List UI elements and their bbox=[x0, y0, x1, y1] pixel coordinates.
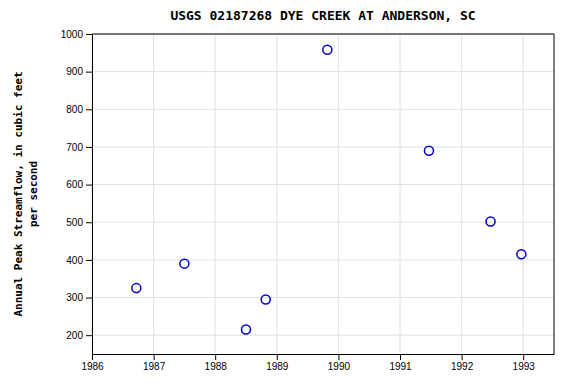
point bbox=[486, 217, 495, 226]
y-axis-tick: 800 bbox=[66, 104, 92, 115]
grid-line-x bbox=[92, 34, 93, 354]
x-axis-tick-mark bbox=[462, 354, 463, 360]
y-axis-tick: 400 bbox=[66, 255, 92, 266]
x-axis-tick-mark bbox=[92, 354, 93, 360]
x-axis-tick-mark bbox=[215, 354, 216, 360]
grid-line-x bbox=[215, 34, 216, 354]
x-axis-tick-label: 1989 bbox=[266, 361, 289, 372]
grid-line-y bbox=[92, 34, 554, 35]
x-axis-tick: 1990 bbox=[328, 354, 351, 372]
grid bbox=[92, 34, 554, 354]
x-axis-tick-label: 1992 bbox=[451, 361, 474, 372]
x-axis-tick-mark bbox=[523, 354, 524, 360]
grid-line-y bbox=[92, 146, 554, 147]
grid-line-y bbox=[92, 71, 554, 72]
x-axis-tick-label: 1986 bbox=[81, 361, 104, 372]
point bbox=[132, 284, 141, 293]
x-axis-tick: 1989 bbox=[266, 354, 289, 372]
grid-line-y bbox=[92, 109, 554, 110]
grid-line-x bbox=[461, 34, 462, 354]
y-axis-tick-mark bbox=[86, 109, 92, 110]
y-axis-tick-mark bbox=[86, 72, 92, 73]
y-axis-tick: 900 bbox=[66, 66, 92, 77]
x-axis-tick-label: 1987 bbox=[143, 361, 166, 372]
point bbox=[261, 295, 270, 304]
y-axis-tick-label: 900 bbox=[66, 66, 83, 77]
x-axis-tick: 1988 bbox=[205, 354, 228, 372]
y-axis-line bbox=[92, 35, 93, 355]
points bbox=[132, 45, 526, 334]
title: USGS 02187268 DYE CREEK AT ANDERSON, SC bbox=[170, 8, 475, 23]
y-axis-tick: 1000 bbox=[61, 29, 92, 40]
grid-line-x bbox=[276, 34, 277, 354]
x-axis-tick-label: 1988 bbox=[205, 361, 228, 372]
y-axis-tick-label: 700 bbox=[66, 142, 83, 153]
y-axis-tick-label: 800 bbox=[66, 104, 83, 115]
x-axis-tick-mark bbox=[154, 354, 155, 360]
y-axis-tick: 200 bbox=[66, 330, 92, 341]
y-axis-tick-mark bbox=[86, 222, 92, 223]
frame-top bbox=[92, 34, 554, 35]
x-axis-tick-mark bbox=[338, 354, 339, 360]
y-axis-tick-mark bbox=[86, 335, 92, 336]
grid-line-x bbox=[523, 34, 524, 354]
x-axis-tick: 1991 bbox=[389, 354, 412, 372]
x-axis: 1986 1987 1988 1989 1990 1991 1992 1993 bbox=[81, 354, 554, 372]
y-axis-tick-label: 300 bbox=[66, 292, 83, 303]
x-axis-tick: 1993 bbox=[513, 354, 536, 372]
grid-line-x bbox=[153, 34, 154, 354]
grid-line-y bbox=[92, 259, 554, 260]
frame-right bbox=[554, 34, 555, 354]
y-axis-title: Annual Peak Streamflow, in cubic feetper… bbox=[12, 71, 40, 316]
y-axis-tick-mark bbox=[86, 260, 92, 261]
x-axis-tick: 1987 bbox=[143, 354, 166, 372]
x-axis-tick: 1986 bbox=[81, 354, 104, 372]
grid-line-y bbox=[92, 184, 554, 185]
grid-line-y bbox=[92, 222, 554, 223]
point bbox=[323, 45, 332, 54]
x-axis-tick-label: 1991 bbox=[389, 361, 412, 372]
y-axis-tick-mark bbox=[86, 298, 92, 299]
y-axis-tick-label: 200 bbox=[66, 330, 83, 341]
y-axis-tick-mark bbox=[86, 147, 92, 148]
y-axis: 200 300 400 500 600 700 800 900 1000 bbox=[61, 29, 93, 355]
y-axis-tick: 700 bbox=[66, 142, 92, 153]
point bbox=[241, 325, 250, 334]
x-axis-tick: 1992 bbox=[451, 354, 474, 372]
grid-line-y bbox=[92, 335, 554, 336]
y-axis-tick: 300 bbox=[66, 292, 92, 303]
point bbox=[180, 259, 189, 268]
grid-line-y bbox=[92, 297, 554, 298]
y-axis-tick: 600 bbox=[66, 179, 92, 190]
chart: 1986 1987 1988 1989 1990 1991 1992 1993 200 300 40… bbox=[0, 0, 576, 384]
x-axis-tick-label: 1993 bbox=[513, 361, 536, 372]
x-axis-tick-mark bbox=[277, 354, 278, 360]
grid-line-x bbox=[338, 34, 339, 354]
x-axis-tick-mark bbox=[400, 354, 401, 360]
x-axis-tick-label: 1990 bbox=[328, 361, 351, 372]
plot: 1986 1987 1988 1989 1990 1991 1992 1993 200 300 40… bbox=[61, 29, 555, 372]
grid-line-x bbox=[400, 34, 401, 354]
y-axis-tick-mark bbox=[86, 185, 92, 186]
x-axis-line bbox=[93, 354, 555, 355]
y-axis-tick-label: 1000 bbox=[61, 29, 84, 40]
point bbox=[517, 250, 526, 259]
y-axis-tick-label: 600 bbox=[66, 179, 83, 190]
point bbox=[424, 146, 433, 155]
y-axis-tick: 500 bbox=[66, 217, 92, 228]
y-axis-tick-label: 400 bbox=[66, 255, 83, 266]
y-axis-tick-mark bbox=[86, 34, 92, 35]
y-axis-tick-label: 500 bbox=[66, 217, 83, 228]
